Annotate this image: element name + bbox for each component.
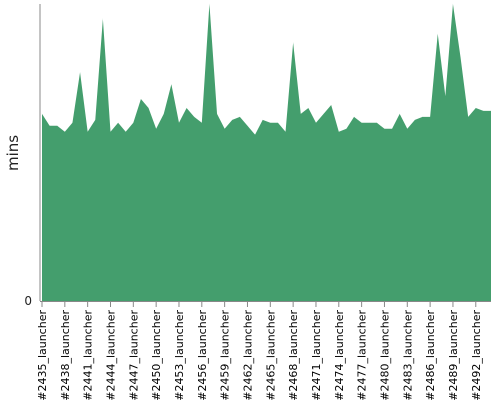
x-tick-label: #2483_launcher [401,310,414,400]
x-tick-label: #2435_launcher [36,310,49,400]
x-tick-label: #2468_launcher [287,310,300,400]
x-tick-label: #2456_launcher [196,310,209,400]
x-tick-label: #2438_launcher [59,310,72,400]
y-axis-title: mins [4,135,22,171]
x-ticks: #2435_launcher #2438_launcher #2441_launch… [36,302,483,400]
x-tick-label: #2441_launcher [82,310,95,400]
axes-layer [39,4,491,302]
x-tick-label: #2489_launcher [447,310,460,400]
x-tick-label: #2459_launcher [219,310,232,400]
x-tick-label: #2480_launcher [378,310,391,400]
x-tick-label: #2477_launcher [356,310,369,400]
x-tick-label: #2492_launcher [470,310,483,400]
y-ticks: 0 [24,294,32,308]
area-layer [41,3,492,301]
x-tick-label: #2444_launcher [104,310,117,400]
area-series [42,4,491,301]
x-tick-label: #2471_launcher [310,310,323,400]
x-tick-label: #2450_launcher [150,310,163,400]
x-tick-label: #2462_launcher [241,310,254,400]
x-tick-label: #2474_launcher [333,310,346,400]
y-tick-label: 0 [24,294,32,308]
x-tick-label: #2465_launcher [264,310,277,400]
x-tick-label: #2453_launcher [173,310,186,400]
x-tick-label: #2447_launcher [127,310,140,400]
x-tick-label: #2486_launcher [424,310,437,400]
